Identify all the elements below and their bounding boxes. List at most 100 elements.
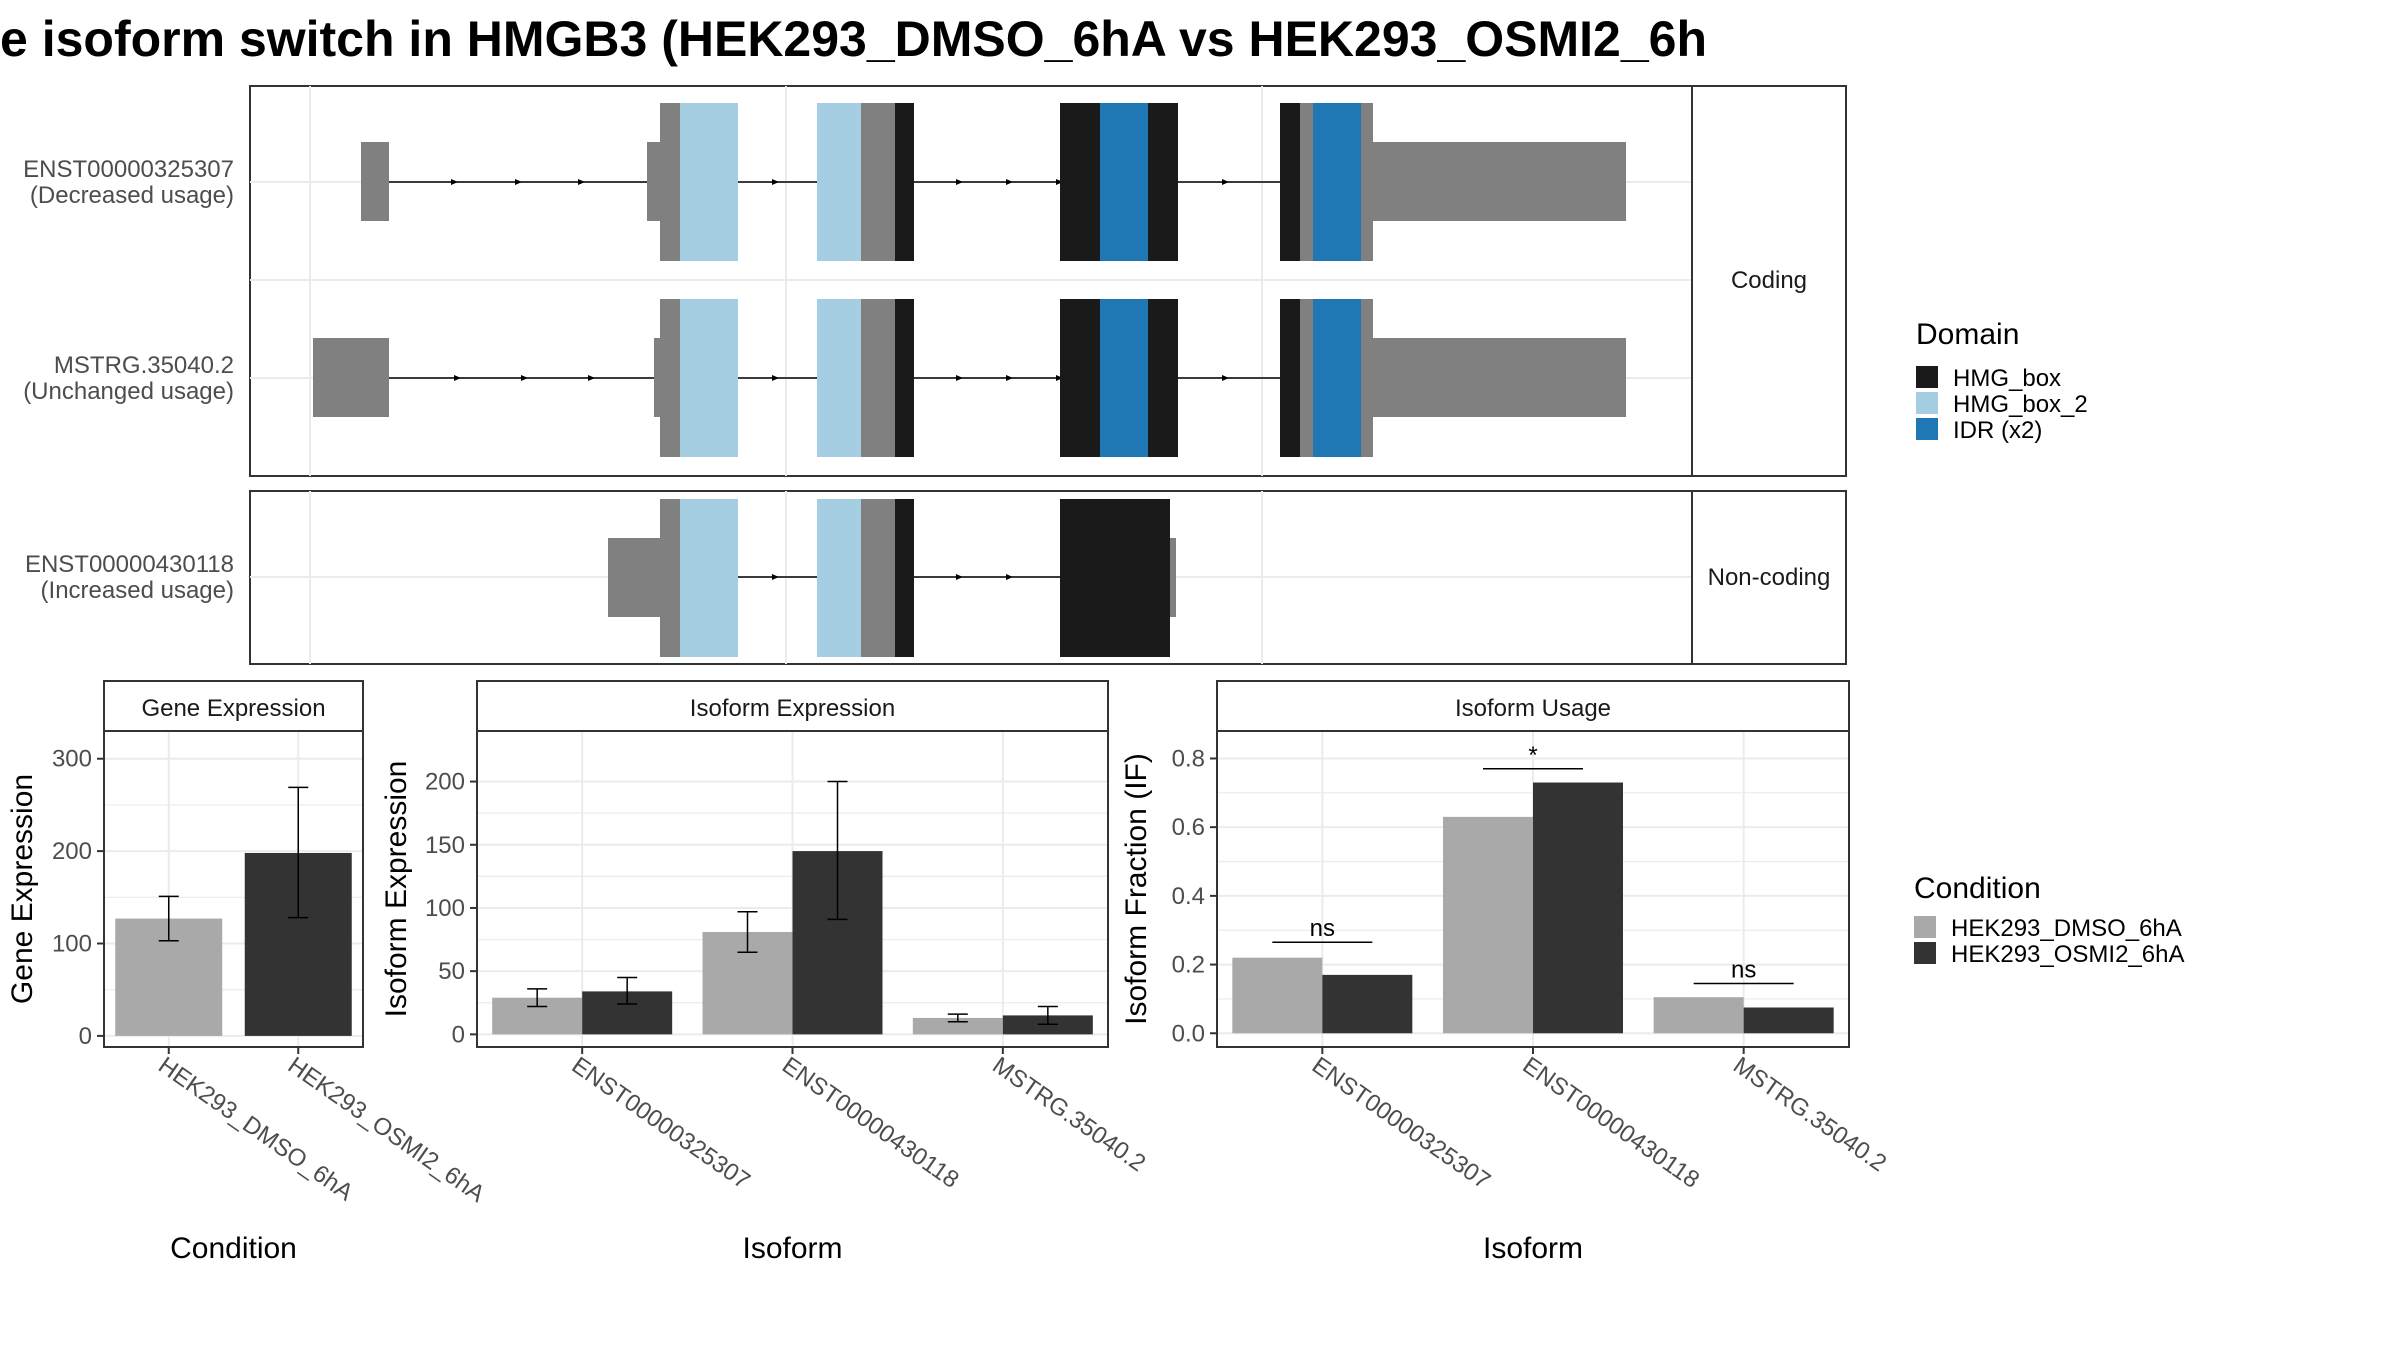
cds-exon [1300, 299, 1313, 457]
domain-hmg-box [1280, 299, 1300, 457]
cds-exon [1300, 103, 1313, 261]
domain-hmg-box-2 [817, 499, 861, 657]
domain-legend-title: Domain [1916, 318, 2019, 351]
y-axis-title: Gene Expression [6, 774, 39, 1004]
legend-key-osmi2 [1914, 942, 1936, 964]
legend-key-hmg-box-2 [1916, 392, 1938, 414]
y-tick-label: 0 [79, 1023, 92, 1050]
arrow-mark [772, 574, 779, 580]
y-tick-label: 200 [52, 838, 92, 865]
domain-hmg-box-2 [680, 103, 738, 261]
facet-strip-label: Isoform Usage [1455, 695, 1611, 722]
domain-hmg-box [1060, 103, 1100, 261]
arrow-mark [1006, 179, 1013, 185]
significance-label: ns [1731, 956, 1756, 983]
legend-label-dmso: HEK293_DMSO_6hA [1951, 915, 2182, 942]
utr-exon [313, 338, 389, 417]
domain-idr [1100, 299, 1148, 457]
arrow-mark [956, 179, 963, 185]
legend-label-osmi2: HEK293_OSMI2_6hA [1951, 941, 2184, 968]
arrow-mark [1222, 375, 1229, 381]
utr-exon [647, 142, 661, 221]
y-tick-label: 200 [425, 769, 465, 796]
y-tick-label: 0.8 [1172, 745, 1205, 772]
arrow-mark [956, 574, 963, 580]
cds-exon [1361, 299, 1373, 457]
arrow-mark [1006, 375, 1013, 381]
arrow-mark [1056, 375, 1063, 381]
transcript-mstrg-35040-2 [313, 299, 1626, 457]
bar [1653, 997, 1744, 1034]
domain-idr [1313, 299, 1361, 457]
bar [1322, 974, 1413, 1034]
transcript-label-usage: (Increased usage) [41, 577, 234, 604]
facet-strip [476, 680, 1109, 732]
transcript-enst00000430118 [608, 499, 1176, 657]
domain-hmg-box-2 [680, 499, 738, 657]
coding-strip [1691, 85, 1847, 477]
utr-exon [1373, 338, 1626, 417]
facet-strip [1216, 680, 1850, 732]
utr-exon [361, 142, 389, 221]
y-tick-label: 0 [452, 1021, 465, 1048]
transcript-label-id: ENST00000325307 [23, 156, 234, 183]
cds-exon [1361, 103, 1373, 261]
legend-key-hmg-box [1916, 366, 1938, 388]
arrow-mark [451, 179, 458, 185]
y-tick-label: 0.0 [1172, 1020, 1205, 1047]
x-axis-title: Isoform [742, 1232, 842, 1265]
condition-legend: Condition HEK293_DMSO_6hA HEK293_OSMI2_6… [1914, 872, 2184, 968]
arrow-mark [588, 375, 595, 381]
cds-exon [660, 299, 680, 457]
noncoding-strip [1691, 490, 1847, 665]
cds-exon [660, 103, 680, 261]
x-axis-title: Isoform [1483, 1232, 1583, 1265]
utr-exon [654, 338, 662, 417]
cds-exon [861, 299, 895, 457]
arrow-mark [515, 179, 522, 185]
legend-label-idr: IDR (x2) [1953, 417, 2042, 444]
coding-strip-label: Coding [1731, 267, 1807, 294]
bar [1533, 782, 1623, 1034]
figure-title: e isoform switch in HMGB3 (HEK293_DMSO_6… [0, 11, 1707, 67]
transcript-labels: ENST00000325307 (Decreased usage) MSTRG.… [23, 156, 234, 604]
domain-hmg-box [1280, 103, 1300, 261]
arrow-mark [772, 375, 779, 381]
bar [1743, 1007, 1834, 1034]
significance-label: ns [1310, 915, 1335, 942]
arrow-mark [578, 179, 585, 185]
arrow-mark [1222, 179, 1229, 185]
arrow-mark [772, 179, 779, 185]
y-tick-label: 0.6 [1172, 814, 1205, 841]
domain-hmg-box [1148, 299, 1178, 457]
x-tick-label: ENST00000430118 [1518, 1052, 1705, 1194]
y-tick-label: 300 [52, 746, 92, 773]
bar [912, 1017, 1003, 1035]
x-tick-label: MSTRG.35040.2 [987, 1052, 1150, 1177]
facet-strip-label: Isoform Expression [690, 695, 895, 722]
arrow-mark [956, 375, 963, 381]
transcript-label-usage: (Unchanged usage) [23, 378, 234, 405]
domain-hmg-box [895, 299, 914, 457]
y-axis-title: Isoform Fraction (IF) [1120, 753, 1153, 1025]
transcript-label-id: MSTRG.35040.2 [54, 352, 234, 379]
x-tick-label: ENST00000430118 [777, 1052, 964, 1194]
intron-arrows [772, 574, 1013, 580]
bar [1443, 816, 1533, 1034]
cds-exon [861, 103, 895, 261]
y-tick-label: 150 [425, 832, 465, 859]
domain-hmg-box-2 [817, 103, 861, 261]
isoform-expression-chart: 0 50 100 150 200 Isoform Expression ENST000003… [380, 680, 1150, 1265]
domain-hmg-box-2 [817, 299, 861, 457]
domain-hmg-box [1148, 103, 1178, 261]
y-tick-label: 100 [425, 895, 465, 922]
facet-strip [103, 680, 364, 732]
exon [861, 499, 895, 657]
isoform-usage-chart: 0.0 0.2 0.4 0.6 0.8 ns * ns Isoform Usage ENST000… [1120, 680, 1891, 1265]
legend-key-dmso [1914, 916, 1936, 938]
transcript-label-usage: (Decreased usage) [30, 182, 234, 209]
x-tick-label: ENST00000325307 [1307, 1052, 1495, 1195]
exon [660, 499, 680, 657]
arrow-mark [1056, 179, 1063, 185]
